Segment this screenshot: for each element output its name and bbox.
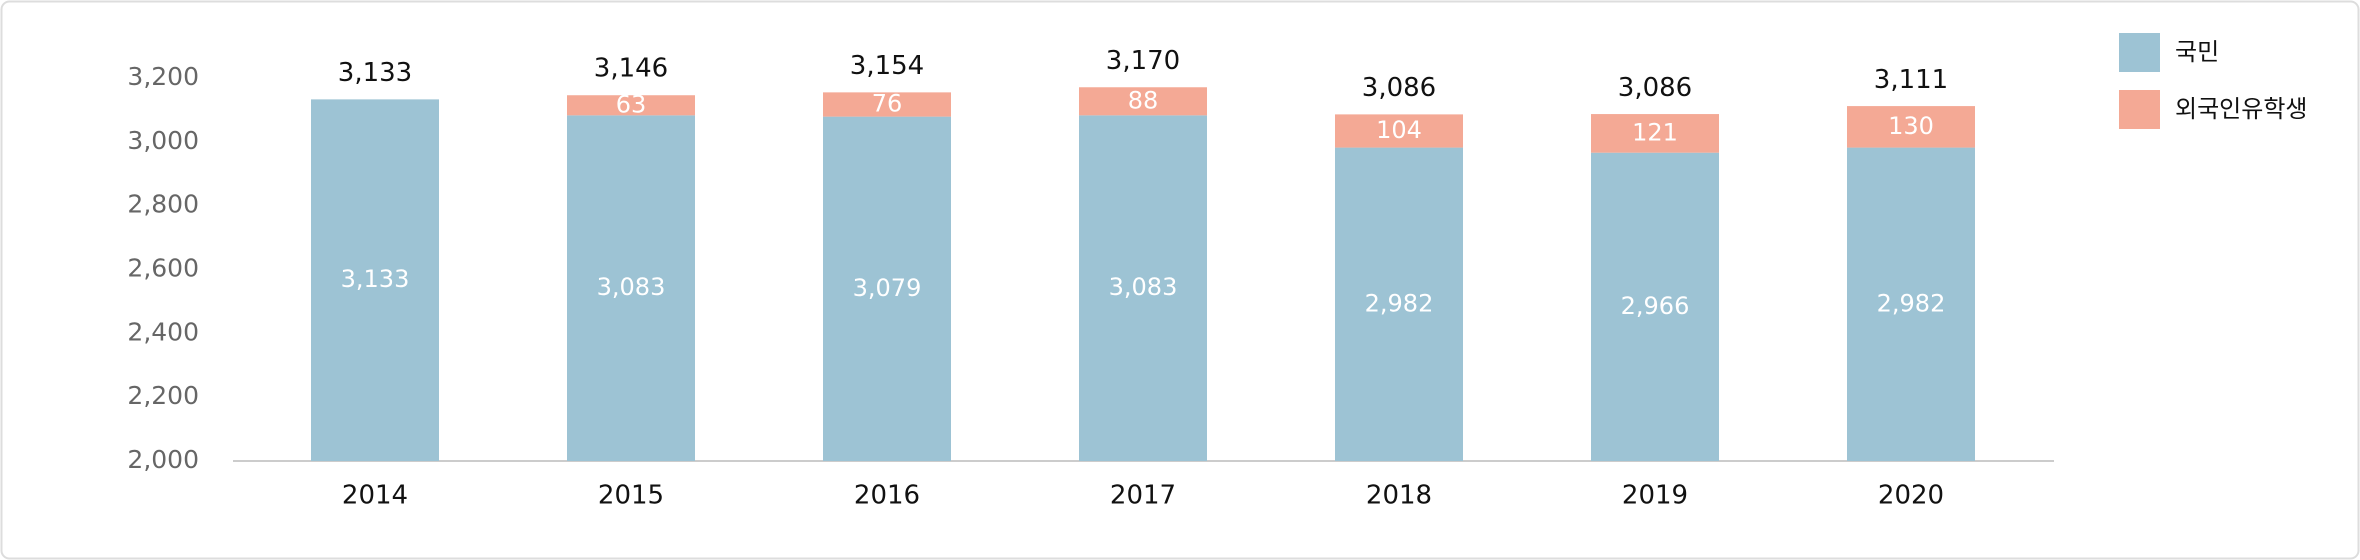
- value-label: 3,133: [341, 265, 410, 293]
- y-tick-label: 2,000: [127, 445, 199, 474]
- total-label: 3,086: [1618, 73, 1692, 103]
- x-tick-label: 2014: [342, 481, 408, 511]
- value-label: 3,083: [597, 273, 666, 301]
- bar-segment: [567, 95, 695, 116]
- y-tick-label: 3,200: [127, 62, 199, 91]
- bar-segment: [1591, 152, 1719, 461]
- total-label: 3,170: [1106, 46, 1180, 76]
- legend-label: 국민: [2175, 38, 2219, 66]
- bar-segment: [823, 92, 951, 117]
- total-label: 3,146: [594, 54, 668, 84]
- bar-segment: [567, 115, 695, 461]
- total-label: 3,154: [850, 51, 924, 81]
- value-label: 3,079: [853, 274, 922, 302]
- value-label: 2,982: [1365, 289, 1434, 317]
- bar-segment: [1335, 147, 1463, 461]
- legend-label: 외국인유학생: [2175, 95, 2307, 123]
- y-tick-label: 3,000: [127, 126, 199, 155]
- value-label: 76: [872, 89, 903, 117]
- value-label: 104: [1376, 116, 1422, 144]
- bar-segment: [1847, 106, 1975, 148]
- value-label: 3,083: [1109, 273, 1178, 301]
- value-label: 63: [616, 90, 647, 118]
- total-label: 3,133: [338, 58, 412, 88]
- x-tick-label: 2016: [854, 481, 920, 511]
- bar-segment: [823, 116, 951, 461]
- y-tick-label: 2,600: [127, 254, 199, 283]
- value-label: 2,966: [1621, 292, 1690, 320]
- bar-segment: [311, 99, 439, 462]
- legend-swatch: [2119, 90, 2160, 129]
- total-label: 3,086: [1362, 73, 1436, 103]
- bar-segment: [1079, 115, 1207, 461]
- value-label: 88: [1128, 86, 1159, 114]
- bar-segment: [1079, 87, 1207, 116]
- bar-segment: [1847, 147, 1975, 461]
- total-label: 3,111: [1874, 65, 1948, 95]
- value-label: 121: [1632, 118, 1678, 146]
- bar-segment: [1591, 114, 1719, 153]
- x-tick-label: 2018: [1366, 481, 1432, 511]
- x-tick-label: 2020: [1878, 481, 1944, 511]
- x-tick-label: 2015: [598, 481, 664, 511]
- x-tick-label: 2019: [1622, 481, 1688, 511]
- y-tick-label: 2,800: [127, 190, 199, 219]
- y-tick-label: 2,400: [127, 317, 199, 346]
- x-tick-label: 2017: [1110, 481, 1176, 511]
- bar-segment: [1335, 114, 1463, 148]
- value-label: 2,982: [1877, 289, 1946, 317]
- y-tick-label: 2,200: [127, 381, 199, 410]
- value-label: 130: [1888, 112, 1934, 140]
- legend-swatch: [2119, 33, 2160, 72]
